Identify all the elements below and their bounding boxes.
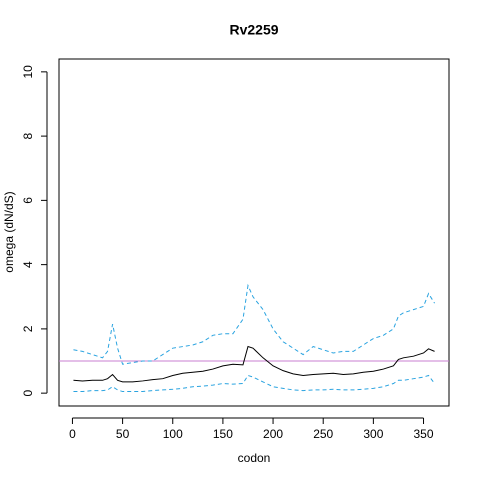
series-line: [73, 283, 435, 365]
plot-frame: [58, 58, 450, 407]
x-tick-label: 350: [414, 427, 434, 441]
x-tick-label: 300: [363, 427, 383, 441]
y-tick-label: 6: [21, 197, 35, 204]
x-tick-label: 0: [69, 427, 76, 441]
x-tick-label: 100: [163, 427, 183, 441]
chart-title: Rv2259: [229, 22, 278, 38]
series-line: [73, 345, 435, 383]
y-tick-label: 2: [21, 325, 35, 332]
x-tick-label: 50: [116, 427, 130, 441]
y-tick-label: 0: [21, 389, 35, 396]
x-axis-label: codon: [238, 451, 271, 465]
y-tick-label: 4: [21, 261, 35, 268]
x-tick-label: 200: [263, 427, 283, 441]
y-tick-label: 8: [21, 132, 35, 139]
x-tick-label: 150: [213, 427, 233, 441]
x-tick-label: 250: [313, 427, 333, 441]
series-line: [73, 374, 435, 393]
y-tick-label: 10: [21, 65, 35, 79]
y-axis-label: omega (dN/dS): [2, 191, 16, 272]
